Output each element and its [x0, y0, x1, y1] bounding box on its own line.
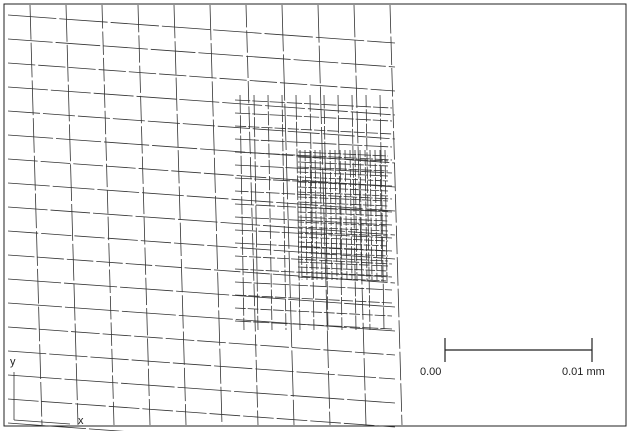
frame: [3, 3, 627, 427]
mesh-line: [297, 266, 389, 272]
mesh-line: [234, 307, 393, 317]
mesh-line: [281, 94, 287, 331]
mesh-line: [209, 4, 223, 426]
mesh-line: [7, 278, 396, 308]
mesh-line: [337, 94, 343, 331]
mesh-line: [297, 251, 389, 257]
mesh-line: [65, 4, 79, 426]
mesh-line: [234, 138, 393, 148]
mesh-line: [7, 302, 396, 332]
mesh-line: [297, 156, 389, 162]
mesh-line: [7, 62, 396, 92]
mesh-line: [297, 181, 389, 187]
mesh-line: [297, 176, 389, 182]
mesh-line: [7, 86, 396, 116]
mesh-line: [297, 196, 389, 202]
mesh-line: [314, 149, 318, 281]
mesh-line: [7, 14, 396, 44]
mesh-line: [365, 94, 371, 331]
mesh-line: [353, 4, 367, 426]
mesh-line: [101, 4, 115, 426]
mesh-line: [7, 206, 396, 236]
mesh-line: [297, 241, 389, 247]
mesh-line: [137, 4, 151, 426]
scale-end-label: 0.01 mm: [562, 366, 605, 378]
mesh-line: [29, 4, 43, 426]
mesh-line: [173, 4, 187, 426]
mesh-line: [351, 94, 357, 331]
mesh-line: [297, 246, 389, 252]
mesh-line: [234, 281, 393, 291]
mesh-line: [234, 255, 393, 265]
mesh: [7, 4, 403, 431]
axis-label: x: [78, 415, 84, 427]
mesh-line: [297, 201, 389, 207]
mesh-line: [349, 149, 353, 281]
mesh-line: [297, 206, 389, 212]
mesh-line: [354, 149, 358, 281]
mesh-line: [379, 149, 383, 281]
mesh-line: [344, 149, 348, 281]
mesh-line: [7, 230, 396, 260]
mesh-line: [234, 294, 393, 304]
mesh-line: [297, 166, 389, 172]
mesh-line: [379, 94, 385, 331]
mesh-line: [297, 256, 389, 262]
mesh-line: [245, 4, 259, 426]
mesh-line: [253, 94, 259, 331]
mesh-line: [339, 149, 343, 281]
mesh-line: [234, 99, 393, 109]
mesh-line: [384, 149, 388, 281]
mesh-line: [297, 161, 389, 167]
mesh-line: [297, 186, 389, 192]
mesh-line: [234, 112, 393, 122]
mesh-line: [7, 110, 396, 140]
mesh-line: [234, 151, 393, 161]
mesh-line: [239, 94, 245, 331]
mesh-line: [7, 398, 396, 428]
mesh-line: [389, 4, 403, 426]
mesh-line: [234, 229, 393, 239]
mesh-line: [267, 94, 273, 331]
mesh-line: [7, 374, 396, 404]
mesh-line: [374, 149, 378, 281]
mesh-line: [297, 191, 389, 197]
mesh-line: [7, 38, 396, 68]
mesh-line: [297, 226, 389, 232]
mesh-line: [7, 254, 396, 284]
scale-start-label: 0.00: [420, 366, 441, 378]
mesh-line: [234, 164, 393, 174]
mesh-line: [309, 149, 313, 281]
mesh-line: [297, 276, 389, 282]
mesh-line: [299, 149, 303, 281]
mesh-line: [297, 261, 389, 267]
mesh-line: [295, 94, 301, 331]
mesh-line: [317, 4, 331, 426]
mesh-line: [7, 158, 396, 188]
mesh-line: [297, 211, 389, 217]
mesh-line: [13, 419, 71, 425]
mesh-line: [297, 151, 389, 157]
axis-label: y: [10, 356, 16, 368]
mesh-line: [324, 149, 328, 281]
mesh-line: [297, 231, 389, 237]
mesh-line: [297, 171, 389, 177]
mesh-line: [234, 320, 393, 330]
mesh-line: [297, 271, 389, 277]
mesh-line: [297, 236, 389, 242]
mesh-line: [304, 149, 308, 281]
scale-bar: 0.00 0.01 mm: [420, 338, 605, 378]
mesh-line: [7, 422, 125, 431]
mesh-line: [234, 268, 393, 278]
mesh-line: [281, 4, 295, 426]
mesh-line: [7, 350, 396, 380]
mesh-line: [7, 326, 396, 356]
